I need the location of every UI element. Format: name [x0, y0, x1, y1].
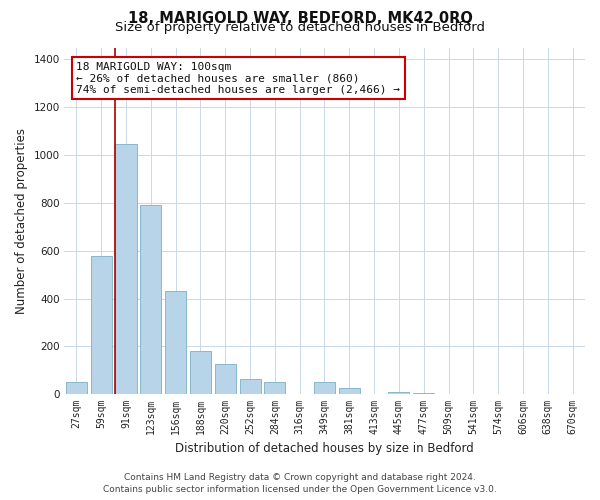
Bar [165, 292, 186, 394]
Bar [314, 382, 335, 394]
Bar [91, 256, 112, 394]
Bar [413, 393, 434, 394]
Bar [140, 206, 161, 394]
Bar [239, 378, 260, 394]
Bar [339, 388, 360, 394]
X-axis label: Distribution of detached houses by size in Bedford: Distribution of detached houses by size … [175, 442, 474, 455]
Text: 18, MARIGOLD WAY, BEDFORD, MK42 0RQ: 18, MARIGOLD WAY, BEDFORD, MK42 0RQ [128, 11, 472, 26]
Text: Size of property relative to detached houses in Bedford: Size of property relative to detached ho… [115, 22, 485, 35]
Bar [388, 392, 409, 394]
Text: Contains HM Land Registry data © Crown copyright and database right 2024.
Contai: Contains HM Land Registry data © Crown c… [103, 472, 497, 494]
Bar [115, 144, 137, 394]
Y-axis label: Number of detached properties: Number of detached properties [15, 128, 28, 314]
Bar [66, 382, 87, 394]
Text: 18 MARIGOLD WAY: 100sqm
← 26% of detached houses are smaller (860)
74% of semi-d: 18 MARIGOLD WAY: 100sqm ← 26% of detache… [76, 62, 400, 95]
Bar [190, 351, 211, 394]
Bar [215, 364, 236, 394]
Bar [265, 382, 286, 394]
